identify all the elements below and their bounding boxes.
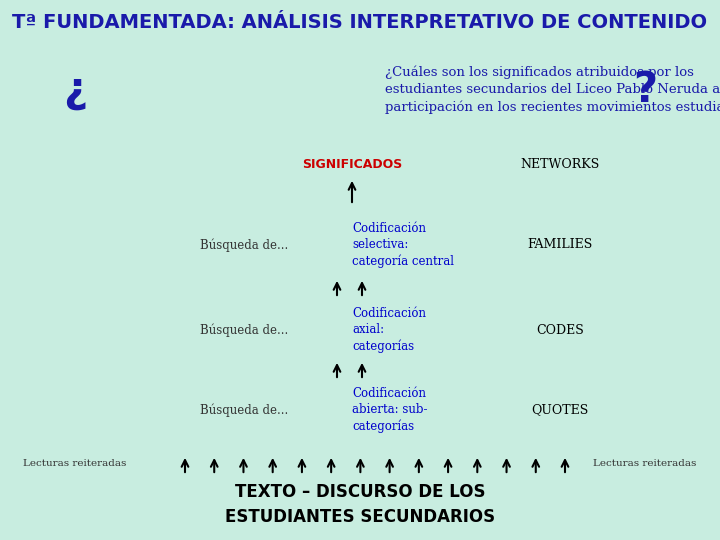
- Text: NETWORKS: NETWORKS: [521, 159, 600, 172]
- Text: Búsqueda de...: Búsqueda de...: [200, 403, 288, 417]
- Text: Codificación
abierta: sub-
categorías: Codificación abierta: sub- categorías: [352, 387, 428, 433]
- Text: Tª FUNDAMENTADA: ANÁLISIS INTERPRETATIVO DE CONTENIDO: Tª FUNDAMENTADA: ANÁLISIS INTERPRETATIVO…: [12, 12, 708, 31]
- Text: FAMILIES: FAMILIES: [527, 239, 593, 252]
- Text: ¿: ¿: [63, 69, 87, 111]
- Text: ¿Cuáles son los significados atribuidos por los
estudiantes secundarios del Lice: ¿Cuáles son los significados atribuidos …: [385, 66, 720, 114]
- Text: Codificación
selectiva:
categoría central: Codificación selectiva: categoría centra…: [352, 222, 454, 268]
- Text: Codificación
axial:
categorías: Codificación axial: categorías: [352, 307, 426, 353]
- Text: TEXTO – DISCURSO DE LOS: TEXTO – DISCURSO DE LOS: [235, 483, 485, 501]
- Text: Búsqueda de...: Búsqueda de...: [200, 323, 288, 337]
- Text: Lecturas reiteradas: Lecturas reiteradas: [23, 460, 127, 469]
- Text: CODES: CODES: [536, 323, 584, 336]
- Text: Búsqueda de...: Búsqueda de...: [200, 238, 288, 252]
- Text: ESTUDIANTES SECUNDARIOS: ESTUDIANTES SECUNDARIOS: [225, 508, 495, 526]
- Text: QUOTES: QUOTES: [531, 403, 589, 416]
- Text: SIGNIFICADOS: SIGNIFICADOS: [302, 159, 402, 172]
- Text: ?: ?: [633, 69, 657, 111]
- Text: Lecturas reiteradas: Lecturas reiteradas: [593, 460, 697, 469]
